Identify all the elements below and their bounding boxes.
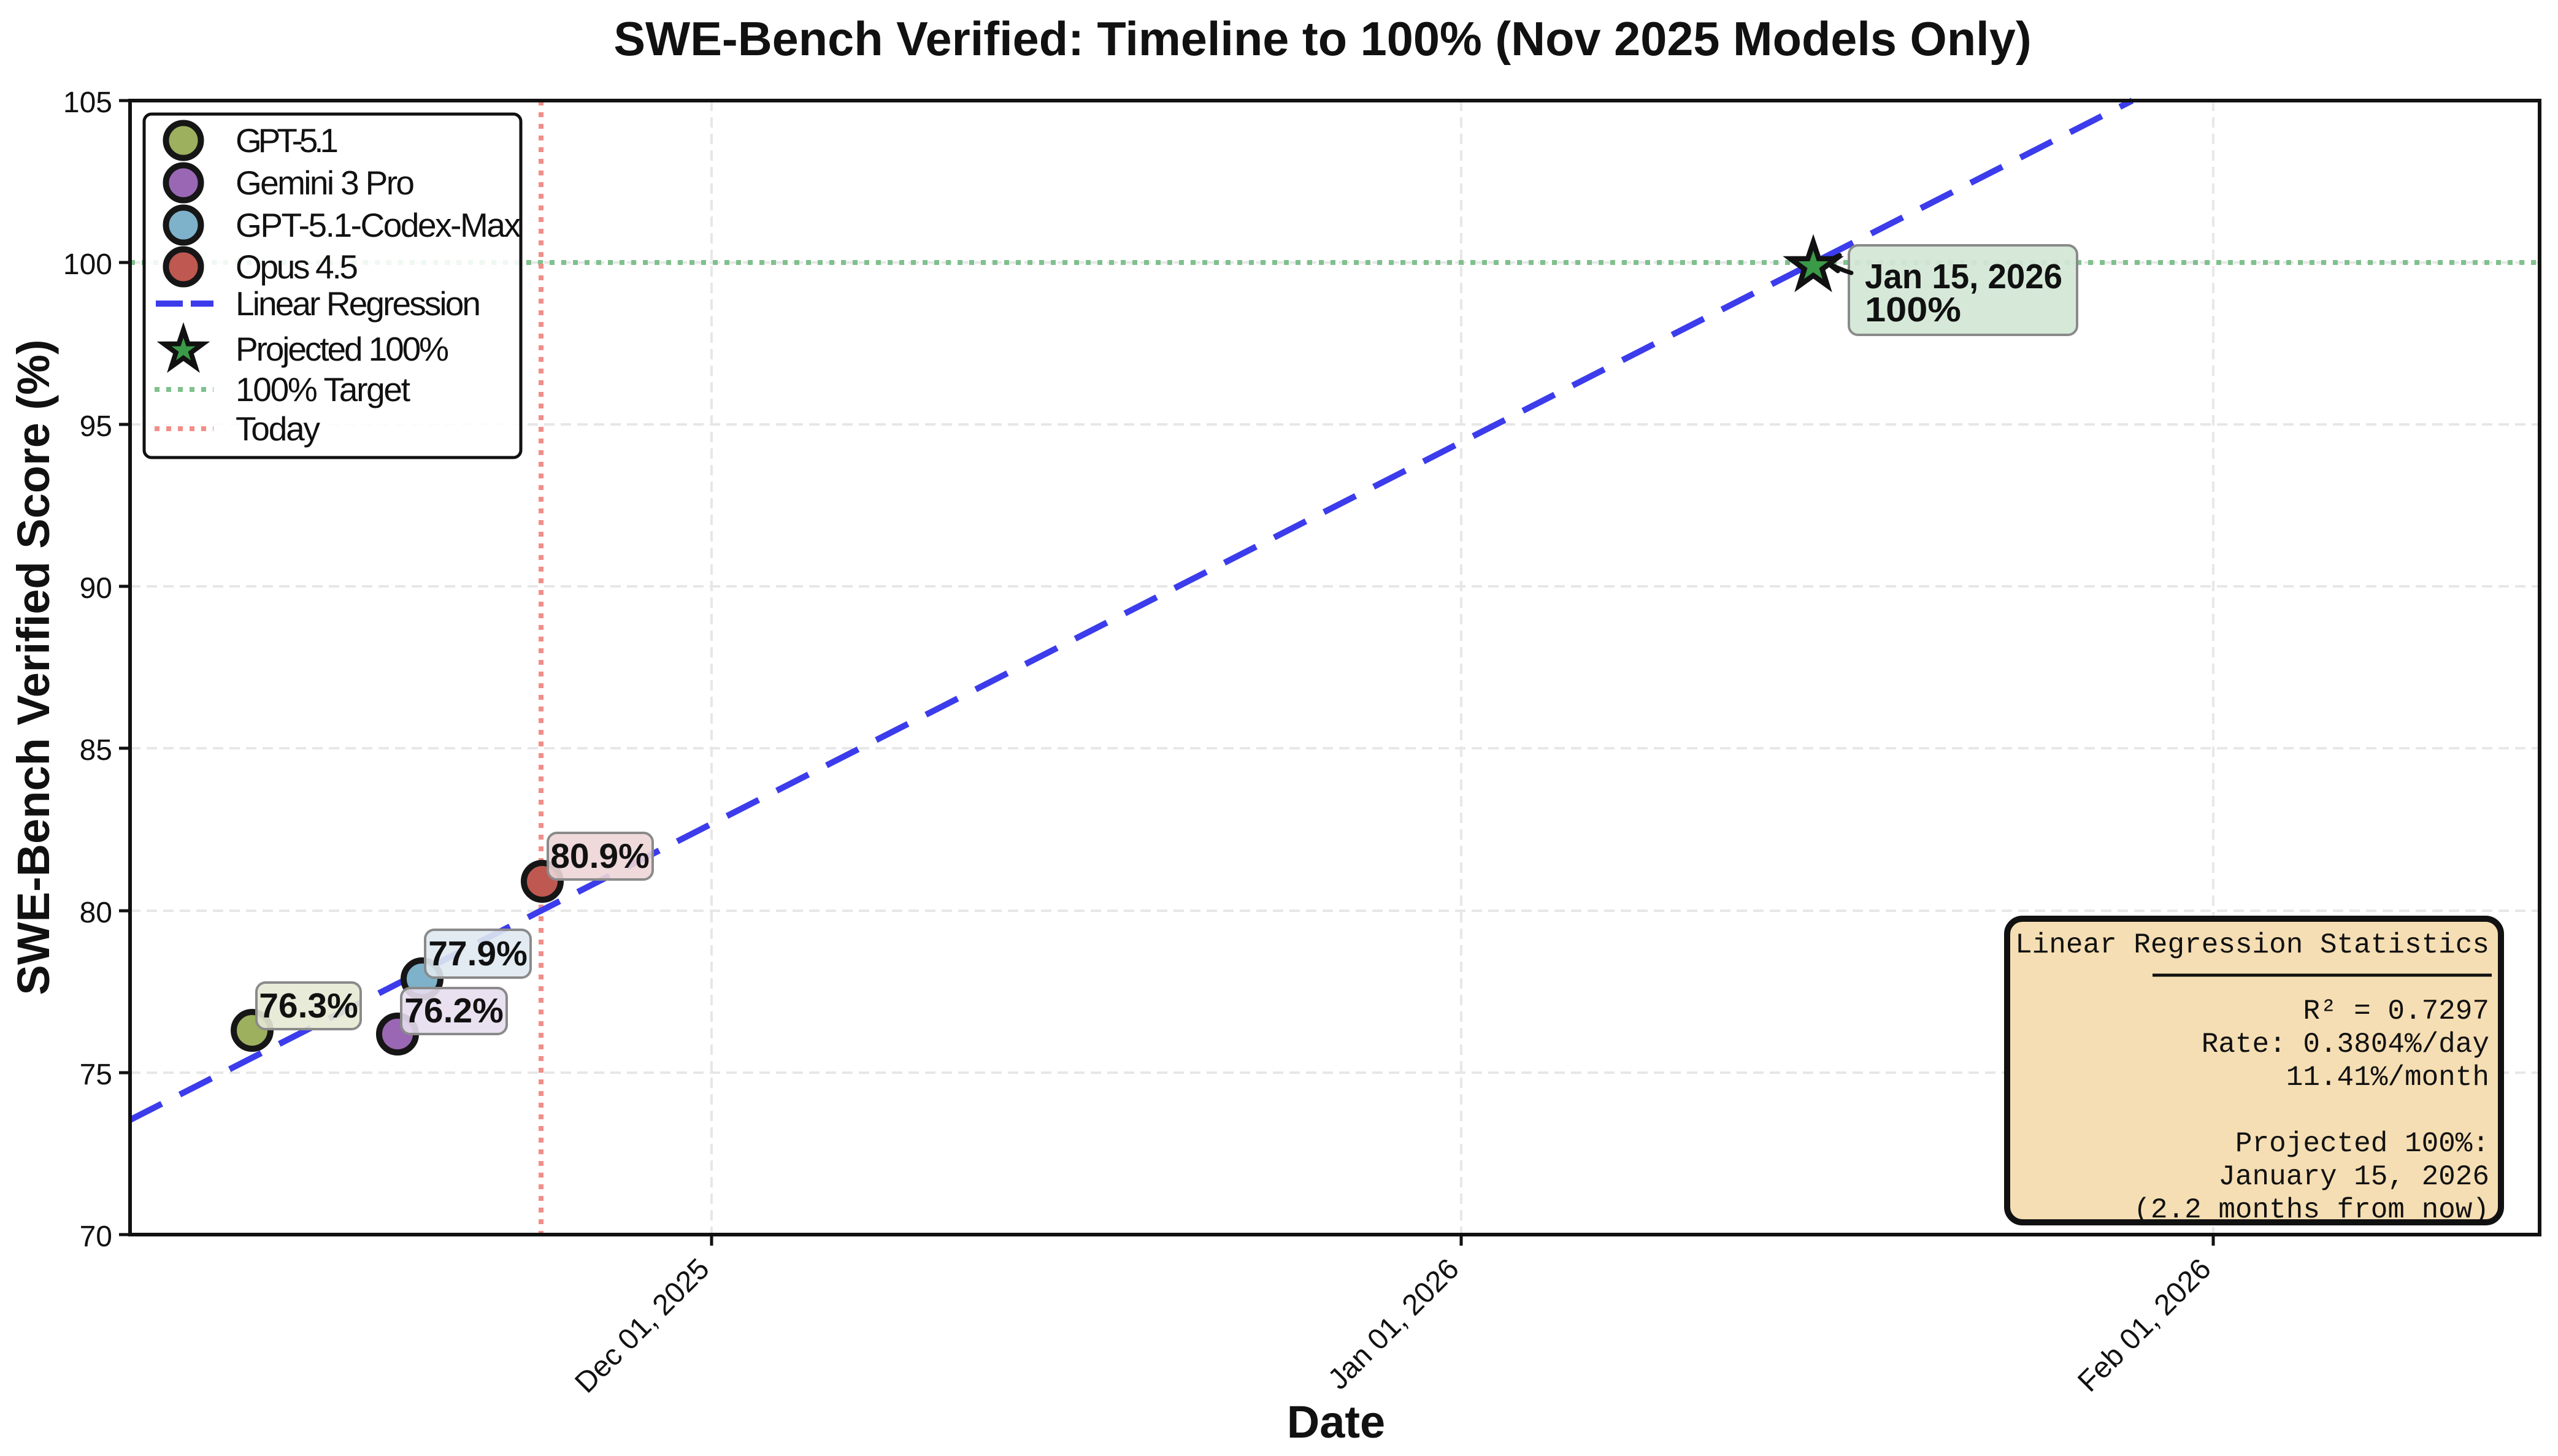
svg-text:76.2%: 76.2% [404, 991, 504, 1030]
svg-text:100%: 100% [1865, 290, 1961, 329]
svg-text:Projected 100%: Projected 100% [236, 330, 449, 368]
svg-text:Projected 100%:: Projected 100%: [2235, 1128, 2489, 1160]
svg-text:Linear Regression Statistics: Linear Regression Statistics [2015, 929, 2489, 961]
svg-text:76.3%: 76.3% [259, 986, 358, 1025]
svg-text:SWE-Bench Verified: Timeline t: SWE-Bench Verified: Timeline to 100% (No… [613, 13, 2031, 66]
svg-text:GPT-5.1-Codex-Max: GPT-5.1-Codex-Max [236, 206, 521, 244]
svg-text:Feb 01, 2026: Feb 01, 2026 [2072, 1252, 2218, 1398]
svg-text:Rate: 0.3804%/day: Rate: 0.3804%/day [2202, 1029, 2489, 1060]
svg-text:R² = 0.7297: R² = 0.7297 [2303, 995, 2489, 1027]
svg-text:75: 75 [80, 1059, 112, 1091]
svg-text:11.41%/month: 11.41%/month [2286, 1062, 2489, 1094]
svg-text:Date: Date [1287, 1397, 1385, 1447]
svg-text:85: 85 [80, 734, 112, 767]
svg-text:Jan 15, 2026: Jan 15, 2026 [1865, 257, 2062, 296]
svg-text:GPT-5.1: GPT-5.1 [236, 121, 339, 159]
svg-text:80: 80 [80, 897, 112, 929]
svg-text:95: 95 [80, 410, 112, 443]
svg-text:77.9%: 77.9% [428, 934, 528, 973]
svg-text:Today: Today [236, 410, 321, 448]
svg-text:Gemini 3 Pro: Gemini 3 Pro [236, 164, 415, 202]
svg-text:Dec 01, 2025: Dec 01, 2025 [569, 1252, 715, 1399]
svg-text:Opus 4.5: Opus 4.5 [236, 248, 358, 286]
svg-text:105: 105 [63, 86, 112, 119]
svg-text:100% Target: 100% Target [236, 370, 410, 408]
svg-text:100: 100 [63, 248, 112, 281]
svg-text:Jan 01, 2026: Jan 01, 2026 [1322, 1252, 1465, 1396]
svg-text:January 15, 2026: January 15, 2026 [2218, 1161, 2489, 1193]
svg-text:SWE-Bench Verified Score (%): SWE-Bench Verified Score (%) [8, 339, 59, 995]
svg-text:70: 70 [80, 1220, 112, 1253]
svg-text:80.9%: 80.9% [550, 837, 650, 876]
svg-text:(2.2 months from now): (2.2 months from now) [2134, 1194, 2489, 1226]
svg-text:90: 90 [80, 572, 112, 605]
svg-text:Linear Regression: Linear Regression [236, 285, 481, 323]
